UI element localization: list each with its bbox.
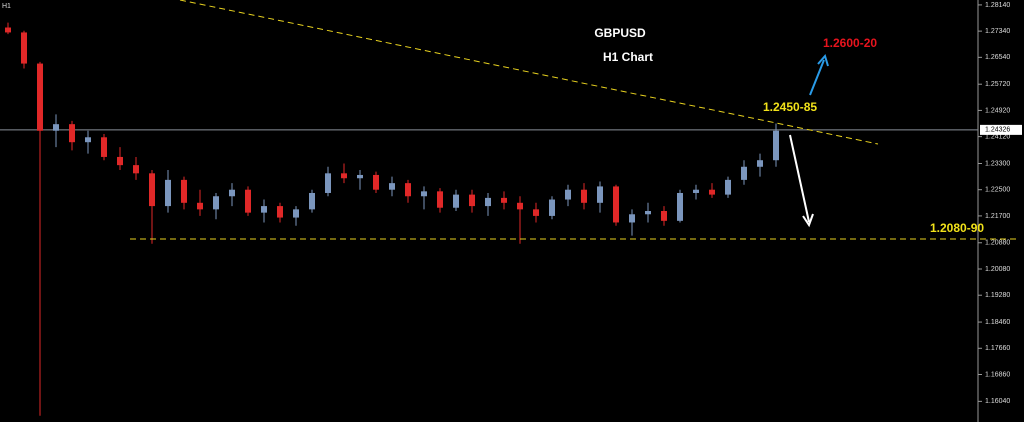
candle-body <box>357 174 363 179</box>
candle-body <box>421 191 427 197</box>
candle-body <box>197 202 203 210</box>
y-tick-label: 1.24120 <box>985 133 1010 140</box>
candle-body <box>261 206 267 213</box>
y-tick-label: 1.19280 <box>985 292 1010 299</box>
candle-body <box>277 206 283 218</box>
candle-body <box>213 196 219 210</box>
y-tick-label: 1.28140 <box>985 2 1010 9</box>
annotation: 1.2450-85 <box>763 100 817 114</box>
y-tick-label: 1.21700 <box>985 213 1010 220</box>
candle-body <box>37 63 43 131</box>
y-tick-label: 1.16040 <box>985 398 1010 405</box>
arrow-head <box>817 53 829 67</box>
candle-body <box>309 192 315 210</box>
candle-body <box>229 189 235 197</box>
annotation: 1.2600-20 <box>823 36 877 50</box>
trend-line <box>179 0 879 145</box>
y-tick-label: 1.16860 <box>985 371 1010 378</box>
candle-body <box>85 137 91 143</box>
candle-body <box>565 189 571 200</box>
candle-body <box>677 192 683 221</box>
candle-body <box>293 209 299 218</box>
y-tick-label: 1.18460 <box>985 319 1010 326</box>
annotation: 1.2080-90 <box>930 221 984 235</box>
candle-body <box>581 189 587 203</box>
y-tick-label: 1.20080 <box>985 266 1010 273</box>
arrow-head <box>802 213 814 228</box>
candle-body <box>181 179 187 203</box>
candle-body <box>757 160 763 167</box>
y-tick-label: 1.26540 <box>985 54 1010 61</box>
candle-body <box>149 173 155 207</box>
candle-body <box>5 27 11 33</box>
candle-body <box>741 166 747 180</box>
candle-body <box>725 179 731 195</box>
candle-body <box>485 197 491 207</box>
y-tick-label: 1.25720 <box>985 81 1010 88</box>
arrow-up <box>809 59 825 96</box>
y-tick-label: 1.17660 <box>985 345 1010 352</box>
candle-body <box>709 189 715 195</box>
y-tick-label: 1.27340 <box>985 28 1010 35</box>
candle-body <box>549 199 555 216</box>
candle-body <box>629 214 635 223</box>
candle-body <box>133 165 139 174</box>
candle-body <box>389 183 395 190</box>
candle-body <box>533 209 539 216</box>
y-tick-label: 1.24920 <box>985 107 1010 114</box>
candle-body <box>341 173 347 179</box>
chart-title: GBPUSD <box>594 26 646 40</box>
price-axis: 1.28140 1.27340 1.26540 1.25720 1.24920 1.241… <box>977 0 1022 422</box>
candle-body <box>405 183 411 197</box>
candle-body <box>469 194 475 207</box>
current-price-box <box>980 124 1022 135</box>
timeframe: H1 <box>2 3 11 10</box>
candle-body <box>773 130 779 161</box>
candle-body <box>325 173 331 193</box>
current-price-label: 1.24326 <box>985 127 1010 134</box>
candle-body <box>69 124 75 143</box>
candle-body <box>597 186 603 203</box>
chart-subtitle: H1 Chart <box>603 50 653 64</box>
y-tick-label: 1.22500 <box>985 187 1010 194</box>
candle-body <box>21 32 27 64</box>
candle-body <box>373 174 379 190</box>
candle-body <box>101 137 107 157</box>
y-tick-label: 1.20880 <box>985 240 1010 247</box>
candle-body <box>613 186 619 223</box>
y-tick-label: 1.23300 <box>985 160 1010 167</box>
arrow-down <box>789 134 810 223</box>
candle-body <box>517 202 523 210</box>
candle-body <box>245 189 251 213</box>
candle-body <box>453 194 459 208</box>
candle-body <box>693 189 699 193</box>
candle-body <box>661 211 667 221</box>
candle-body <box>437 191 443 208</box>
candle-body <box>117 156 123 166</box>
candles <box>5 22 779 416</box>
candle-body <box>53 124 59 131</box>
candle-body <box>165 179 171 207</box>
candle-body <box>501 197 507 203</box>
candle-body <box>645 211 651 215</box>
